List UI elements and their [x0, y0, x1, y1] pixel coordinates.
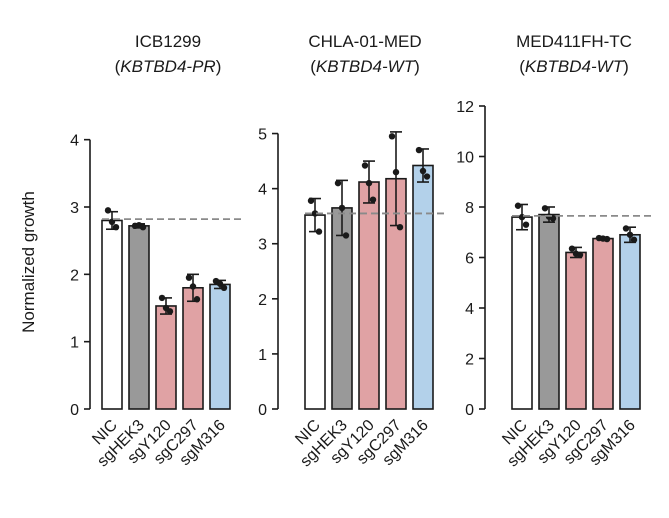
bar-sghek3 [331, 207, 353, 410]
bar-sgy120 [155, 305, 177, 410]
data-point [423, 173, 431, 180]
panel-1-title: ICB1299 [135, 32, 201, 51]
data-point [361, 162, 369, 169]
data-point [166, 308, 174, 315]
data-point [568, 245, 576, 252]
data-point [338, 204, 346, 212]
bar-nic [304, 214, 326, 410]
bar-nic [511, 216, 533, 410]
y-tick-label: 5 [258, 127, 267, 144]
bar-sgy120 [565, 251, 587, 410]
bar-sgc297 [182, 286, 204, 410]
data-point [342, 232, 350, 239]
y-tick-label: 0 [465, 402, 474, 419]
data-point [220, 284, 228, 291]
y-tick-label: 2 [70, 267, 79, 284]
panel-3-title: MED411FH-TC [516, 32, 632, 51]
data-point [104, 207, 112, 214]
panel-1-subtitle: (KBTBD4-PR) [115, 57, 222, 76]
bar-sgm316 [209, 283, 231, 410]
data-point [630, 236, 638, 244]
data-point [315, 228, 323, 235]
data-point [216, 280, 224, 287]
bar-nic [101, 219, 123, 410]
data-point [108, 218, 116, 226]
data-point [193, 296, 201, 303]
data-point [518, 213, 526, 221]
data-point [369, 196, 377, 203]
bar-sghek3 [128, 225, 150, 410]
y-tick-label: 12 [456, 99, 474, 116]
data-point [549, 215, 557, 222]
y-tick-label: 6 [465, 251, 474, 268]
y-tick-label: 10 [456, 150, 474, 167]
bar-sgm316 [412, 164, 434, 410]
data-point [415, 146, 423, 154]
y-tick-label: 3 [70, 200, 79, 217]
data-point [392, 168, 400, 176]
bar-sgc297 [592, 237, 614, 410]
y-tick-label: 4 [70, 133, 79, 150]
data-point [158, 294, 166, 302]
data-point [626, 231, 634, 238]
data-point [334, 179, 342, 187]
chart-panel-2: CHLA-01-MED (KBTBD4-WT) 012345NICsgHEK3s… [258, 32, 446, 470]
data-point [189, 283, 197, 290]
panel-3-subtitle: (KBTBD4-WT) [519, 57, 629, 76]
data-point [365, 179, 373, 187]
y-tick-label: 4 [465, 301, 474, 318]
y-tick-label: 0 [70, 402, 79, 419]
bar-sgm316 [619, 233, 641, 410]
bar-sghek3 [538, 213, 560, 410]
data-point [576, 251, 584, 259]
y-tick-label: 4 [258, 182, 267, 199]
y-axis-label: Normalized growth [19, 191, 38, 333]
panel-2-title: CHLA-01-MED [308, 32, 421, 51]
data-point [622, 225, 630, 232]
data-point [419, 167, 427, 175]
chart-panel-3: MED411FH-TC (KBTBD4-WT) 024681012NICsgHE… [456, 32, 653, 470]
y-tick-label: 2 [465, 352, 474, 369]
data-point [396, 224, 404, 231]
y-tick-label: 3 [258, 237, 267, 254]
data-point [311, 210, 319, 217]
panel-2-subtitle: (KBTBD4-WT) [310, 57, 420, 76]
data-point [603, 235, 611, 243]
data-point [139, 224, 147, 231]
chart-panel-1: ICB1299 (KBTBD4-PR) 01234NICsgHEK3sgY120… [70, 32, 243, 470]
y-tick-label: 1 [70, 335, 79, 352]
data-point [112, 224, 120, 231]
data-point [185, 274, 193, 281]
data-point [522, 221, 530, 228]
y-tick-label: 8 [465, 200, 474, 217]
data-point [514, 202, 522, 209]
y-tick-label: 0 [258, 402, 267, 419]
y-tick-label: 1 [258, 347, 267, 364]
data-point [541, 205, 549, 212]
data-point [388, 133, 396, 140]
bar-sgy120 [358, 181, 380, 410]
y-tick-label: 2 [258, 292, 267, 309]
data-point [307, 197, 315, 204]
